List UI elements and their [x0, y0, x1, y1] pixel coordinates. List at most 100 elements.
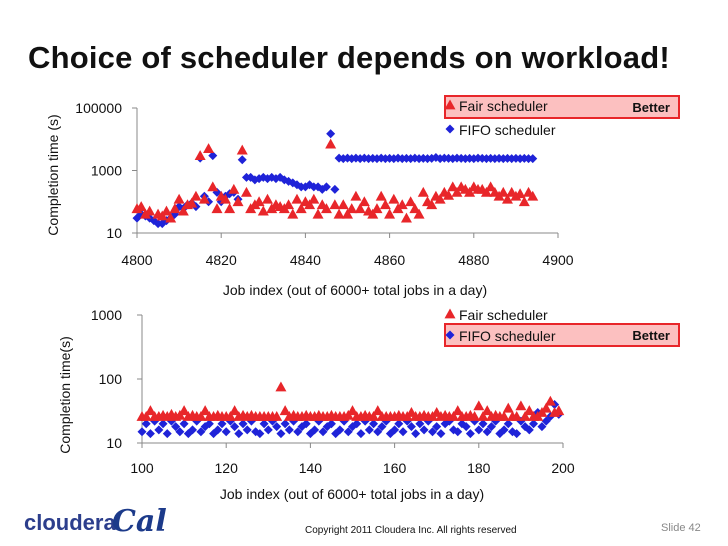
bottom-fair-point — [519, 410, 531, 421]
bottom-fifo-point — [242, 425, 252, 435]
bottom-fair-point — [540, 402, 552, 413]
bottom-fair-point — [271, 410, 283, 421]
bottom-x-tick-label: 180 — [467, 460, 491, 476]
top-x-tick-label: 4840 — [290, 252, 321, 268]
top-fair-point — [405, 196, 417, 207]
top-x-tick-label: 4880 — [458, 252, 489, 268]
top-fair-point — [434, 193, 446, 204]
top-fair-point — [312, 208, 324, 219]
bottom-fifo-point — [465, 429, 475, 439]
top-fair-point — [375, 190, 387, 201]
bottom-fifo-point — [162, 429, 172, 439]
top-fair-point — [135, 201, 147, 211]
bottom-fifo-point — [411, 429, 421, 439]
bottom-legend-highlight: Better — [444, 323, 680, 347]
top-fair-point — [207, 181, 219, 192]
top-legend-fair-marker — [444, 99, 456, 110]
bottom-fifo-point — [204, 419, 214, 429]
top-x-axis-label: Job index (out of 6000+ total jobs in a … — [223, 282, 487, 298]
bottom-fifo-point — [301, 419, 311, 429]
bottom-fifo-point — [196, 427, 206, 437]
top-fair-point — [160, 205, 172, 216]
top-fair-point — [283, 199, 295, 210]
bottom-fair-point — [511, 410, 523, 421]
bottom-fifo-point — [499, 425, 509, 435]
bottom-fifo-point — [272, 422, 282, 432]
top-fair-point — [186, 197, 198, 208]
top-fair-point — [262, 193, 274, 204]
top-fair-point — [287, 208, 299, 219]
bottom-fifo-point — [415, 419, 425, 429]
bottom-fair-point — [448, 410, 460, 421]
cloudera-logo: cloudera — [24, 510, 116, 535]
top-fair-point — [388, 193, 400, 204]
top-fair-point — [228, 183, 240, 194]
bottom-fifo-point — [482, 427, 492, 437]
top-fair-point — [308, 193, 320, 204]
bottom-fifo-point — [280, 419, 290, 429]
bottom-fair-point — [279, 405, 291, 416]
cal-logo: Cal — [112, 504, 167, 539]
top-fifo-point — [326, 129, 336, 139]
bottom-fifo-point — [486, 422, 496, 432]
bottom-fifo-point — [171, 422, 181, 432]
bottom-fifo-point — [478, 419, 488, 429]
top-y-axis-label: Completion time (s) — [45, 114, 61, 235]
top-fair-point — [409, 203, 421, 214]
bottom-fair-point — [553, 405, 565, 416]
top-fair-point — [350, 190, 362, 201]
bottom-x-tick-label: 160 — [383, 460, 407, 476]
top-fair-point — [447, 181, 459, 192]
top-fair-point — [224, 203, 236, 214]
bottom-fifo-point — [230, 422, 240, 432]
top-x-tick-label: 4900 — [542, 252, 573, 268]
slide-number: Slide 42 — [661, 522, 701, 534]
top-fifo-point — [321, 182, 331, 192]
top-fair-point — [169, 203, 181, 214]
bottom-fifo-point — [461, 422, 471, 432]
bottom-fair-point — [140, 410, 152, 421]
bottom-fair-point — [477, 410, 489, 421]
top-fair-point — [501, 193, 513, 204]
top-fair-point — [329, 199, 341, 210]
top-fair-point — [219, 193, 231, 204]
bottom-x-tick-label: 120 — [215, 460, 239, 476]
top-fair-point — [485, 181, 497, 192]
bottom-fifo-point — [284, 425, 294, 435]
bottom-fifo-point — [221, 427, 231, 437]
bottom-fifo-point — [293, 427, 303, 437]
bottom-y-axis-label: Completion time(s) — [57, 336, 73, 453]
top-fair-point — [384, 208, 396, 219]
bottom-fair-point — [523, 405, 535, 416]
top-fair-point — [371, 203, 383, 214]
bottom-fifo-point — [529, 419, 539, 429]
top-fair-point — [367, 208, 379, 219]
bottom-fifo-point — [398, 427, 408, 437]
top-fair-point — [253, 196, 265, 207]
top-fair-point — [240, 186, 252, 197]
bottom-fifo-point — [369, 419, 379, 429]
bottom-x-tick-label: 140 — [299, 460, 323, 476]
bottom-fair-point — [469, 410, 481, 421]
top-legend-fifo-label: FIFO scheduler — [459, 122, 556, 138]
bottom-fifo-point — [377, 422, 387, 432]
top-fair-point — [497, 186, 509, 197]
bottom-fifo-point — [318, 427, 328, 437]
bottom-y-tick-label: 1000 — [91, 307, 122, 323]
bottom-fair-point — [452, 405, 464, 416]
bottom-fifo-point — [145, 429, 155, 439]
bottom-fifo-point — [453, 427, 463, 437]
top-fair-point — [514, 188, 526, 199]
bottom-fair-point — [199, 405, 211, 416]
top-legend-highlight: Better — [444, 95, 680, 119]
bottom-fifo-point — [419, 425, 429, 435]
top-x-tick-label: 4800 — [121, 252, 152, 268]
top-fair-point — [190, 190, 202, 201]
bottom-fifo-point — [512, 429, 522, 439]
top-fifo-point — [528, 154, 538, 164]
top-fair-point — [396, 199, 408, 210]
top-fair-point — [320, 203, 332, 214]
bottom-better-label: Better — [632, 328, 670, 343]
top-fair-point — [400, 212, 412, 223]
